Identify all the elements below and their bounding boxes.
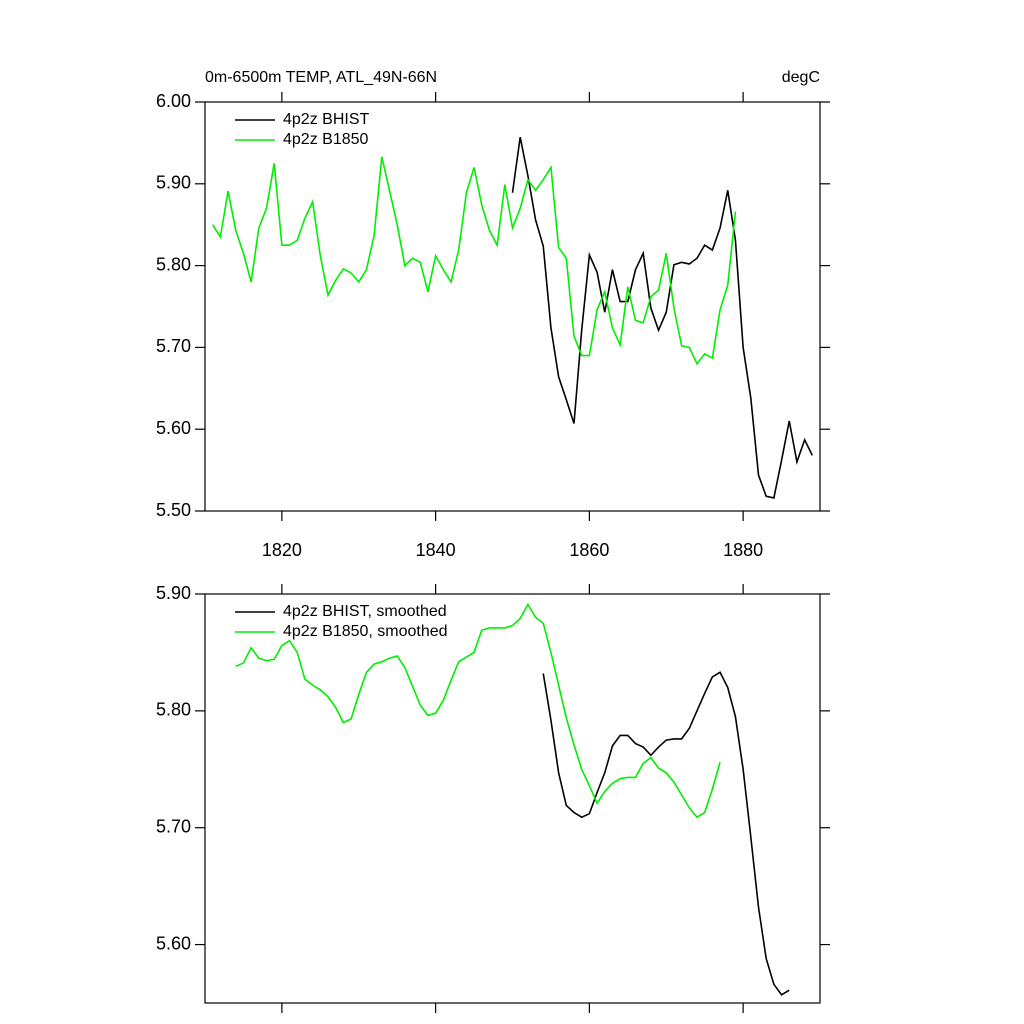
x-tick-label: 1880: [723, 540, 763, 560]
y-tick-label: 5.80: [156, 254, 191, 274]
units-label: degC: [782, 69, 820, 86]
y-tick-label: 5.90: [156, 583, 191, 603]
legend-label: 4p2z B1850: [283, 131, 369, 148]
y-tick-label: 6.00: [156, 91, 191, 111]
y-tick-label: 5.60: [156, 933, 191, 953]
plot-frame: [204, 593, 821, 1004]
x-tick-label: 1840: [416, 540, 456, 560]
data-line: [212, 156, 737, 366]
chart-title: 0m-6500m TEMP, ATL_49N-66N: [205, 69, 437, 86]
legend-label: 4p2z BHIST: [283, 111, 369, 128]
y-tick-label: 5.80: [156, 700, 191, 720]
legend-label: 4p2z B1850, smoothed: [283, 623, 448, 640]
data-line: [542, 671, 790, 996]
y-tick-label: 5.50: [156, 500, 191, 520]
legend-label: 4p2z BHIST, smoothed: [283, 603, 447, 620]
data-line: [235, 602, 721, 819]
plot-frame: [204, 101, 821, 512]
x-tick-label: 1820: [262, 540, 302, 560]
y-tick-label: 5.70: [156, 336, 191, 356]
data-line: [511, 137, 814, 499]
y-tick-label: 5.70: [156, 816, 191, 836]
x-tick-label: 1860: [569, 540, 609, 560]
y-tick-label: 5.90: [156, 173, 191, 193]
y-tick-label: 5.60: [156, 418, 191, 438]
